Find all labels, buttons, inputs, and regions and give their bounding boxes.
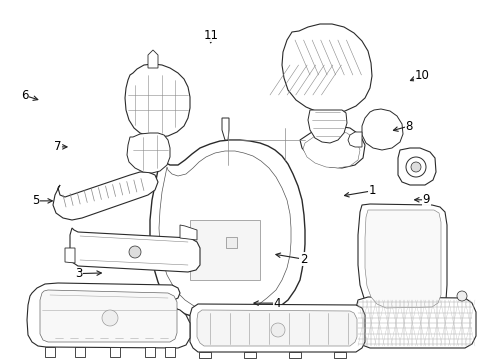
Polygon shape <box>45 347 55 357</box>
Polygon shape <box>303 130 360 168</box>
Circle shape <box>411 162 421 172</box>
Polygon shape <box>75 347 85 357</box>
Text: 11: 11 <box>203 29 218 42</box>
Polygon shape <box>348 132 362 147</box>
Polygon shape <box>365 210 441 308</box>
Text: 1: 1 <box>368 184 376 197</box>
Polygon shape <box>289 352 301 358</box>
Text: 9: 9 <box>422 193 430 206</box>
Polygon shape <box>190 220 260 280</box>
Circle shape <box>129 246 141 258</box>
Polygon shape <box>145 347 155 357</box>
Text: 4: 4 <box>273 297 281 310</box>
Polygon shape <box>190 304 365 352</box>
Text: 5: 5 <box>32 194 40 207</box>
Polygon shape <box>282 24 372 113</box>
Polygon shape <box>148 50 158 68</box>
Polygon shape <box>40 290 177 342</box>
Polygon shape <box>222 118 229 140</box>
Polygon shape <box>165 347 175 357</box>
Text: 8: 8 <box>405 120 413 132</box>
Polygon shape <box>334 352 346 358</box>
Circle shape <box>102 310 118 326</box>
Polygon shape <box>180 225 197 240</box>
Polygon shape <box>150 140 305 320</box>
Polygon shape <box>53 172 158 220</box>
Polygon shape <box>110 347 120 357</box>
Circle shape <box>457 291 467 301</box>
Polygon shape <box>358 204 447 314</box>
Polygon shape <box>125 64 190 137</box>
Text: 3: 3 <box>74 267 82 280</box>
Polygon shape <box>199 352 211 358</box>
Polygon shape <box>27 283 190 348</box>
Text: 6: 6 <box>21 89 28 102</box>
Polygon shape <box>300 125 365 168</box>
Polygon shape <box>70 228 200 272</box>
Polygon shape <box>362 109 403 150</box>
Text: 10: 10 <box>415 69 430 82</box>
Polygon shape <box>398 148 436 185</box>
Polygon shape <box>159 151 291 312</box>
Circle shape <box>271 323 285 337</box>
Polygon shape <box>226 237 237 248</box>
Polygon shape <box>127 133 170 173</box>
Polygon shape <box>244 352 256 358</box>
Polygon shape <box>355 297 476 348</box>
Polygon shape <box>308 110 347 143</box>
Text: 7: 7 <box>54 140 62 153</box>
Polygon shape <box>197 310 357 346</box>
Polygon shape <box>65 248 75 263</box>
Text: 2: 2 <box>300 253 308 266</box>
